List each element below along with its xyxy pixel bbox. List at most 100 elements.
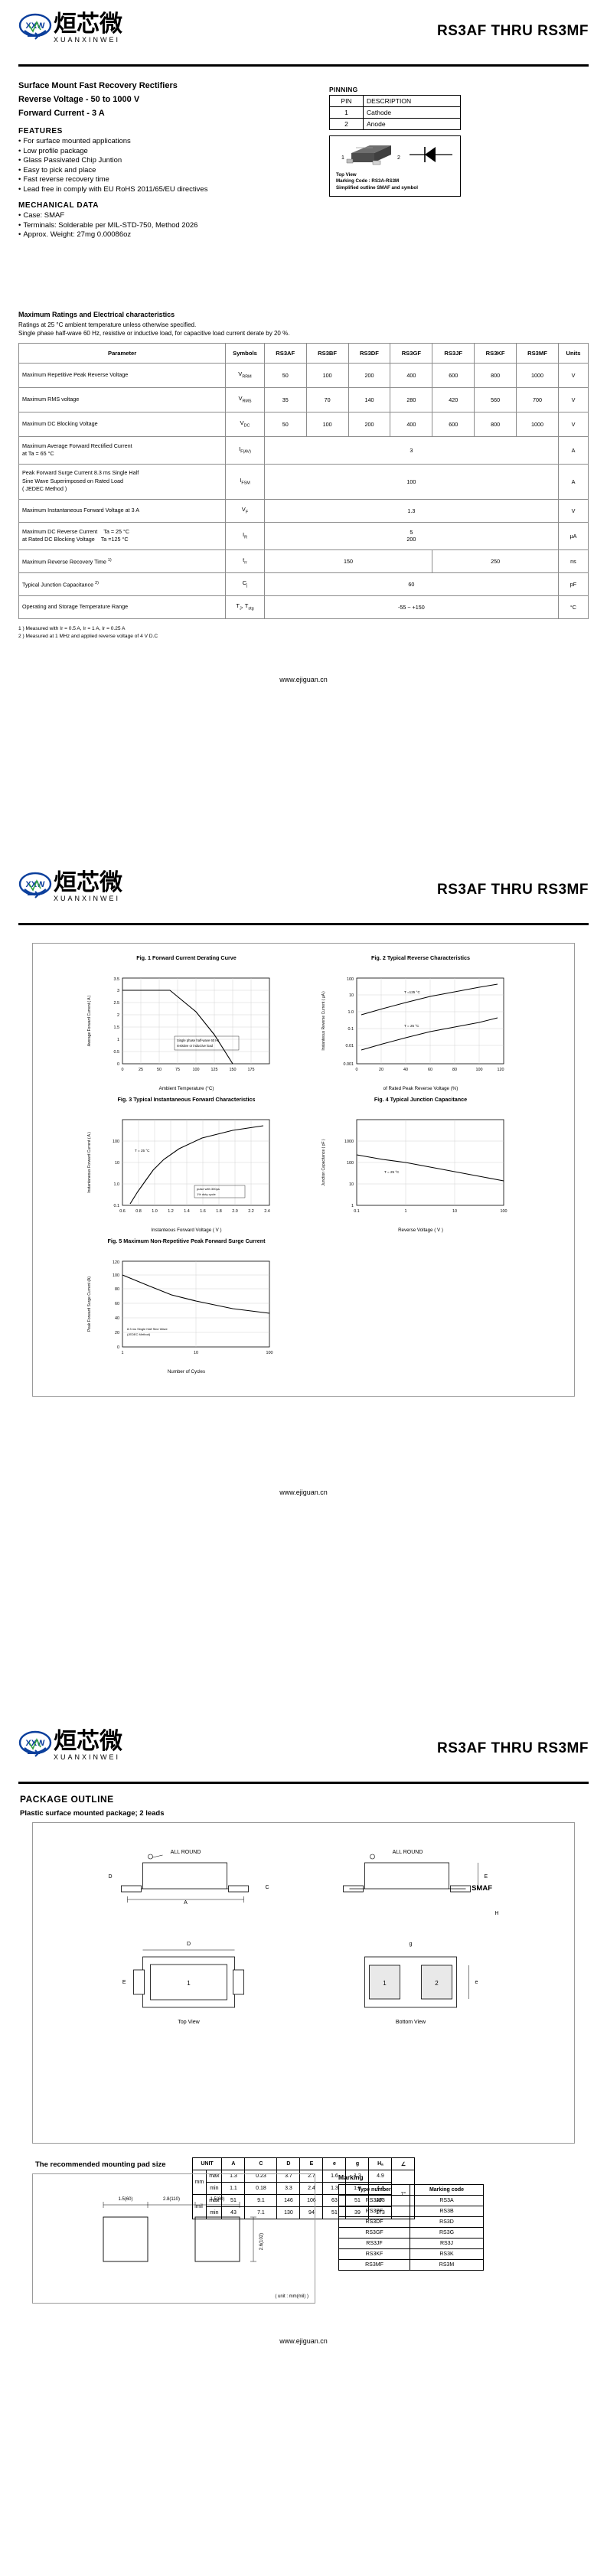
svg-text:80: 80 [452,1068,457,1072]
parameter-symbol: VDC [225,411,265,437]
marking-code: RS3A [410,2195,484,2206]
header-divider [18,923,589,925]
dim-value: 1.0 [345,2182,370,2195]
svg-text:100: 100 [192,1068,199,1072]
value-cell: 60 [263,572,559,596]
svg-text:e: e [475,1980,478,1985]
dim-header-g: g [345,2157,370,2170]
pad-dim-1: 1.5(60) [118,2197,132,2202]
table-row: RS3MF RS3M [338,2259,484,2271]
svg-text:C: C [266,1885,269,1890]
value-cell: 5 200 [263,521,559,550]
company-logo: XXW 烜芯微 XUANXINWEI [18,12,122,46]
features-heading: FEATURES [18,127,63,135]
table-row: Typical Junction Capacitance 2) Cj 60 pF [18,572,589,596]
parameter-name: Maximum Instantaneous Forward Voltage at… [18,498,227,523]
logo-oval-icon: XXW [18,1730,52,1757]
svg-text:120: 120 [497,1068,504,1072]
svg-text:20: 20 [115,1331,119,1335]
chart-row-1: Fig. 1 Forward Current Derating Curve [33,954,574,1091]
svg-text:T = 25 °C: T = 25 °C [404,1024,419,1028]
table-header-row: Parameter Symbols RS3AF RS3BF RS3DF RS3G… [18,342,589,364]
pinning-block: PINNING PIN DESCRIPTION 1 Cathode 2 Anod… [329,86,482,197]
intro-line-3: Forward Current - 3 A [18,109,105,118]
value-cell: 50 [263,411,307,437]
dim-value: 173 [368,2206,393,2219]
svg-text:pulse with 300µs: pulse with 300µs [197,1187,220,1191]
value-cell: 250 [432,549,559,573]
value-cell: 600 [432,411,475,437]
document-header: XXW 烜芯微 XUANXINWEI RS3AF THRU RS3MF [0,0,607,67]
svg-text:2: 2 [435,1980,439,1987]
footnote-1: 1 ) Measured with Ir = 0.5 A, Ir = 1 A, … [18,625,126,631]
company-name-en: XUANXINWEI [54,895,121,902]
list-item: Fast reverse recovery time [18,175,589,185]
svg-text:40: 40 [115,1316,119,1321]
chart-row-3: Fig. 5 Maximum Non-Repetitive Peak Forwa… [33,1237,574,1374]
svg-text:1: 1 [121,1351,123,1355]
column-header-units: Units [557,342,589,364]
intro-line-2: Reverse Voltage - 50 to 1000 V [18,95,140,104]
list-item: Approx. Weight: 27mg 0.00086oz [18,230,589,240]
svg-text:10: 10 [349,1182,354,1187]
dim-header-e: E [299,2157,324,2170]
logo-oval-icon: XXW [18,872,52,898]
pin-description: Anode [363,118,461,130]
package-subheading: Plastic surface mounted package; 2 leads [20,1809,165,1818]
value-cell: 1000 [516,362,559,388]
value-cell: 420 [432,386,475,412]
website-footer: www.ejiguan.cn [279,1489,328,1496]
bottom-view-label: Bottom View [396,2020,426,2025]
svg-text:125: 125 [210,1068,217,1072]
company-logo: XXW 烜芯微 XUANXINWEI [18,871,122,905]
chart-fig1: Fig. 1 Forward Current Derating Curve [80,954,294,1091]
value-cell: 800 [474,411,517,437]
table-row: RS3GF RS3G [338,2227,484,2239]
column-header-symbols: Symbols [225,342,265,364]
features-list: For surface mounted applications Low pro… [18,137,589,194]
parameter-symbol: IR [225,521,265,550]
page-3: XXW 烜芯微 XUANXINWEI RS3AF THRU RS3MF PACK… [0,1717,607,2576]
value-cell: 200 [348,411,391,437]
parameter-symbol: VRRM [225,362,265,388]
table-row: Maximum Reverse Recovery Time 1) trr 150… [18,549,589,573]
value-cell: 100 [263,463,559,500]
marking-header-code: Marking code [410,2184,484,2196]
chart-plot-area: 0.001 0.01 0.1 1.0 10 100 0 20 40 60 80 … [314,970,528,1085]
chart-fig2: Fig. 2 Typical Reverse Characteristics [314,954,528,1091]
pad-dim-3: 1.5(60) [210,2197,224,2202]
chart-plot-area: 0.1 1.0 10 100 0.6 0.8 1.0 1.2 1.4 1.6 1… [80,1112,294,1227]
package-symbol-box: 1 2 Top View Marking Code : RS3A-RS3M Si… [329,135,461,197]
parameter-symbol: VF [225,498,265,523]
bottom-row: 1.5(60) 2.8(110) 1.5(60) 2.6(102) ( unit… [32,2173,575,2304]
value-cell: 1000 [516,411,559,437]
unit-cell: ns [557,549,589,573]
parameter-symbol: TJ, Tstg [225,595,265,619]
svg-text:120: 120 [113,1260,119,1265]
list-item: Low profile package [18,147,589,157]
pin-number: 2 [329,118,364,130]
unit-cell: V [557,411,589,437]
svg-text:1: 1 [404,1209,406,1214]
svg-text:E: E [122,1980,126,1985]
document-header: XXW 烜芯微 XUANXINWEI RS3AF THRU RS3MF [0,859,607,926]
svg-text:1: 1 [187,1980,191,1987]
unit-cell: A [557,435,589,465]
table-row: Maximum Repetitive Peak Reverse Voltage … [18,362,589,388]
table-header-row: UNIT A C D E e g Hₐ ∠ [191,2157,416,2170]
mechanical-heading: MECHANICAL DATA [18,201,100,210]
svg-text:100: 100 [347,1161,354,1166]
chart-plot-area: 1 10 100 1000 0.1 1 10 100 Junction Capa… [314,1112,528,1227]
table-row: min 1.1 0.18 3.3 2.4 1.3 1.0 4.4 [192,2182,415,2195]
company-name-en: XUANXINWEI [54,1753,121,1761]
table-row: min 43 7.1 130 94 51 39 173 [192,2206,415,2219]
svg-text:1.0: 1.0 [113,1182,119,1187]
svg-text:3: 3 [117,989,119,993]
package-name-label: SMAF [472,1884,492,1893]
chart-plot-area: 0 0.5 1 1.5 2 2.5 3 3.5 0 25 50 75 [80,970,294,1085]
chart-title: Fig. 2 Typical Reverse Characteristics [371,954,470,961]
svg-text:2.4: 2.4 [264,1209,270,1214]
svg-text:1: 1 [383,1980,387,1987]
header-divider [18,1782,589,1784]
parameter-symbol: IFSM [225,463,265,500]
